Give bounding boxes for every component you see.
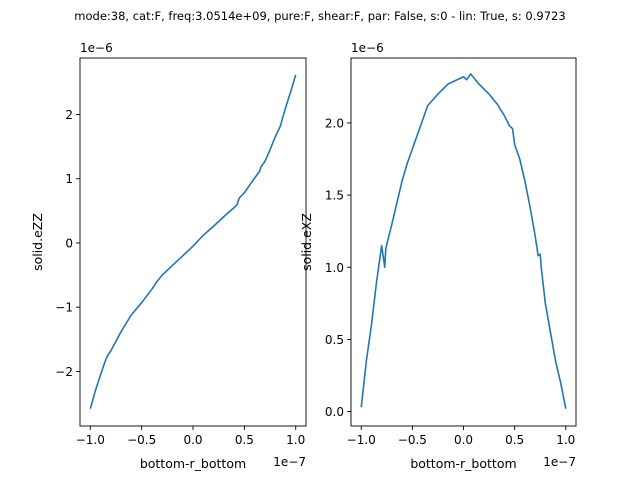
y-tick-label: 1 — [65, 172, 73, 186]
x-offset-label: 1e−7 — [273, 455, 306, 469]
left-subplot-ezz: −1.0 −0.5 0.0 0.5 1.0 −2 −1 0 1 2 1e−6 1e−7 bottom-r… — [30, 41, 307, 471]
x-tick-label: 0.0 — [454, 433, 473, 447]
y-tick-label: 0.5 — [325, 333, 344, 347]
series-line — [360, 73, 567, 409]
y-tick-label: −2 — [55, 365, 73, 379]
y-axis-label: solid.eZZ — [30, 213, 45, 271]
x-axis-label: bottom-r_bottom — [140, 456, 246, 471]
y-tick-label: 2 — [65, 108, 73, 122]
y-tick-label: 1.0 — [325, 261, 344, 275]
y-tick-label: 0 — [65, 236, 73, 250]
right-subplot-exz: −1.0 −0.5 0.0 0.5 1.0 0.0 0.5 1.0 1.5 2.0 1e−6 1e−7… — [299, 41, 577, 471]
figure-suptitle: mode:38, cat:F, freq:3.0514e+09, pure:F,… — [74, 9, 565, 23]
x-tick-label: 0.5 — [505, 433, 524, 447]
x-offset-label: 1e−7 — [543, 455, 576, 469]
y-tick-label: 0.0 — [325, 405, 344, 419]
y-offset-label: 1e−6 — [351, 41, 384, 55]
y-tick-label: 1.5 — [325, 189, 344, 203]
x-tick-label: 0.5 — [235, 433, 254, 447]
x-tick-label: −0.5 — [127, 433, 156, 447]
x-axis-label: bottom-r_bottom — [410, 456, 516, 471]
x-tick-label: −1.0 — [76, 433, 105, 447]
y-tick-label: 2.0 — [325, 116, 344, 130]
x-tick-label: 1.0 — [286, 433, 305, 447]
x-tick-label: −1.0 — [347, 433, 376, 447]
series-line — [89, 74, 297, 409]
y-tick-label: −1 — [55, 301, 73, 315]
y-offset-label: 1e−6 — [80, 41, 113, 55]
y-axis-label: solid.eXZ — [299, 213, 314, 271]
x-tick-label: −0.5 — [398, 433, 427, 447]
x-tick-label: 0.0 — [183, 433, 202, 447]
x-tick-label: 1.0 — [556, 433, 575, 447]
